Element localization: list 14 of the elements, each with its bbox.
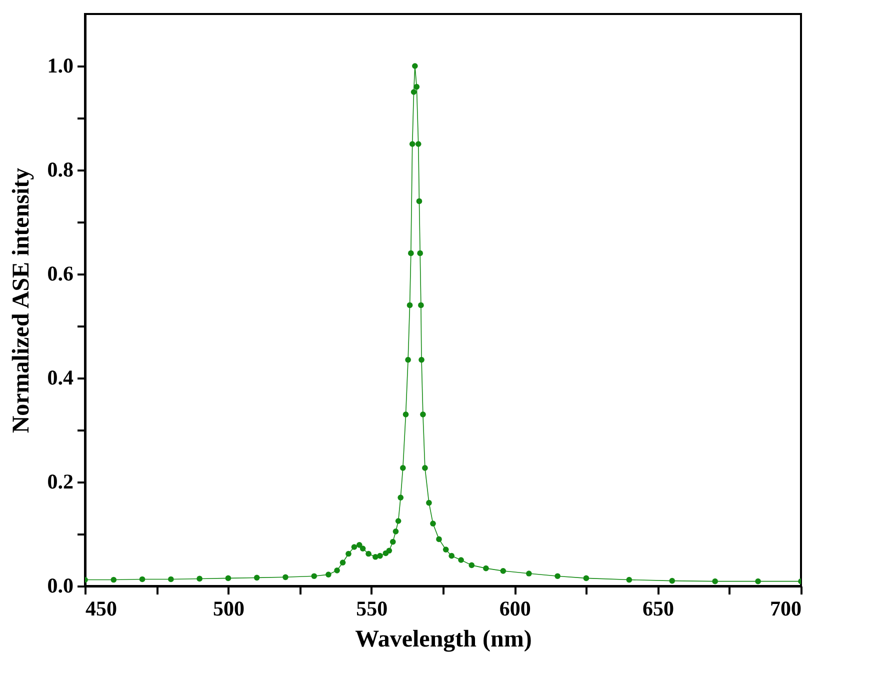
y-tick-label: 0.4 bbox=[47, 366, 74, 390]
y-tick-label: 0.2 bbox=[47, 470, 74, 494]
y-tick-label: 0.0 bbox=[47, 574, 74, 598]
x-axis-title: Wavelength (nm) bbox=[355, 626, 532, 652]
x-tick-label: 700 bbox=[770, 596, 802, 620]
y-tick-label: 1.0 bbox=[47, 54, 74, 78]
x-tick-label: 600 bbox=[499, 596, 531, 620]
x-tick-label: 500 bbox=[212, 596, 244, 620]
x-tick-label: 550 bbox=[356, 596, 388, 620]
x-tick-label: 450 bbox=[86, 596, 117, 620]
y-tick-label: 0.6 bbox=[47, 262, 74, 286]
y-tick-label: 0.8 bbox=[47, 158, 74, 182]
y-axis-title: Normalized ASE intensity bbox=[8, 168, 34, 434]
x-tick-label: 650 bbox=[642, 596, 674, 620]
